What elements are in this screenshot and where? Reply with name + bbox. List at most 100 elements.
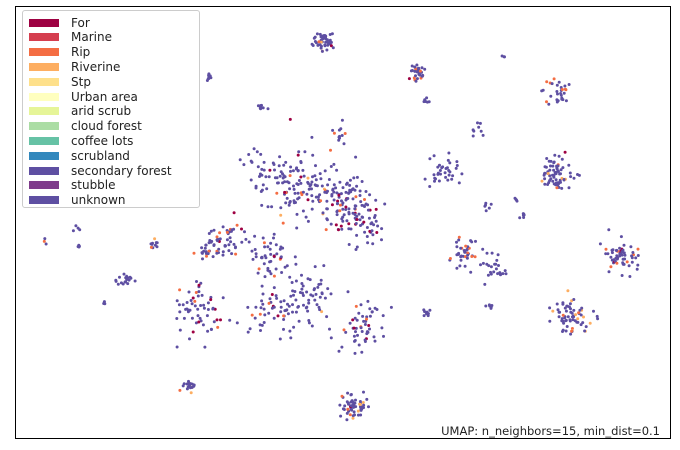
legend-entry: Rip <box>29 45 90 60</box>
scatter-point <box>261 236 265 240</box>
scatter-point <box>190 316 194 320</box>
scatter-point <box>233 246 237 250</box>
scatter-point <box>547 159 551 163</box>
scatter-point <box>246 330 250 334</box>
scatter-point <box>545 157 549 160</box>
scatter-point <box>615 261 619 265</box>
scatter-point <box>310 187 313 191</box>
scatter-point <box>269 252 273 256</box>
scatter-point <box>367 405 370 409</box>
scatter-point <box>484 203 487 207</box>
scatter-point <box>372 335 376 339</box>
scatter-point <box>193 299 197 303</box>
scatter-point <box>572 298 576 301</box>
scatter-point <box>313 265 317 269</box>
scatter-point <box>261 292 265 296</box>
scatter-point <box>584 325 588 329</box>
scatter-point <box>310 180 314 184</box>
scatter-point <box>351 197 355 201</box>
scatter-point <box>607 228 611 232</box>
scatter-point <box>567 163 571 167</box>
scatter-point <box>260 256 264 260</box>
scatter-point <box>564 319 568 323</box>
scatter-point <box>314 292 318 296</box>
legend-entry: For <box>29 15 90 30</box>
scatter-point <box>341 201 345 205</box>
scatter-point <box>203 246 207 250</box>
scatter-point <box>566 289 570 293</box>
legend-swatch <box>29 33 59 42</box>
scatter-point <box>355 184 359 188</box>
scatter-point <box>300 273 303 277</box>
scatter-point <box>359 200 363 204</box>
scatter-point <box>272 232 276 236</box>
scatter-point <box>380 227 384 231</box>
scatter-point <box>314 164 317 168</box>
scatter-point <box>489 272 493 276</box>
scatter-point <box>256 271 260 275</box>
scatter-point <box>357 343 361 347</box>
scatter-point <box>357 212 361 216</box>
scatter-point <box>355 233 359 237</box>
scatter-point <box>289 336 293 340</box>
scatter-point <box>558 310 562 314</box>
scatter-point <box>200 251 204 255</box>
scatter-point <box>621 261 625 265</box>
scatter-point <box>341 186 345 190</box>
scatter-point <box>567 186 571 190</box>
scatter-point <box>216 325 220 329</box>
scatter-point <box>219 318 222 322</box>
scatter-point <box>609 265 613 269</box>
scatter-point <box>558 172 562 176</box>
scatter-point <box>267 311 271 315</box>
scatter-point <box>490 304 494 307</box>
scatter-point <box>307 187 311 191</box>
scatter-point <box>451 174 455 178</box>
scatter-point <box>365 315 369 319</box>
scatter-point <box>570 315 574 319</box>
scatter-point <box>481 133 485 137</box>
scatter-point <box>610 251 614 255</box>
point-cluster <box>423 151 464 188</box>
scatter-point <box>348 321 352 325</box>
scatter-point <box>254 184 258 188</box>
scatter-point <box>278 247 282 251</box>
scatter-point <box>194 321 198 325</box>
scatter-point <box>199 281 203 285</box>
scatter-point <box>350 408 354 412</box>
scatter-point <box>290 281 294 284</box>
scatter-point <box>297 179 301 182</box>
scatter-point <box>577 311 581 315</box>
scatter-point <box>373 339 377 343</box>
scatter-point <box>329 292 333 296</box>
scatter-point <box>225 230 229 234</box>
scatter-point <box>215 251 219 255</box>
scatter-point <box>347 243 351 246</box>
scatter-point <box>540 89 544 93</box>
scatter-point <box>357 311 361 315</box>
scatter-point <box>363 230 367 234</box>
scatter-point <box>579 323 583 327</box>
scatter-point <box>563 306 567 310</box>
scatter-point <box>545 100 548 104</box>
scatter-point <box>118 275 121 279</box>
scatter-point <box>209 327 213 331</box>
scatter-point <box>360 330 364 333</box>
scatter-point <box>504 272 508 276</box>
scatter-point <box>270 205 274 209</box>
scatter-point <box>548 174 552 178</box>
scatter-point <box>302 303 305 307</box>
scatter-point <box>572 308 576 312</box>
scatter-point <box>370 229 374 233</box>
scatter-point <box>336 209 340 213</box>
scatter-point <box>340 227 344 231</box>
scatter-point <box>362 220 366 224</box>
scatter-point <box>262 307 266 311</box>
scatter-point <box>321 211 325 215</box>
point-cluster <box>331 118 347 146</box>
scatter-point <box>428 185 432 188</box>
scatter-point <box>340 134 344 137</box>
scatter-point <box>267 301 271 305</box>
scatter-point <box>320 184 324 188</box>
scatter-point <box>201 323 205 327</box>
